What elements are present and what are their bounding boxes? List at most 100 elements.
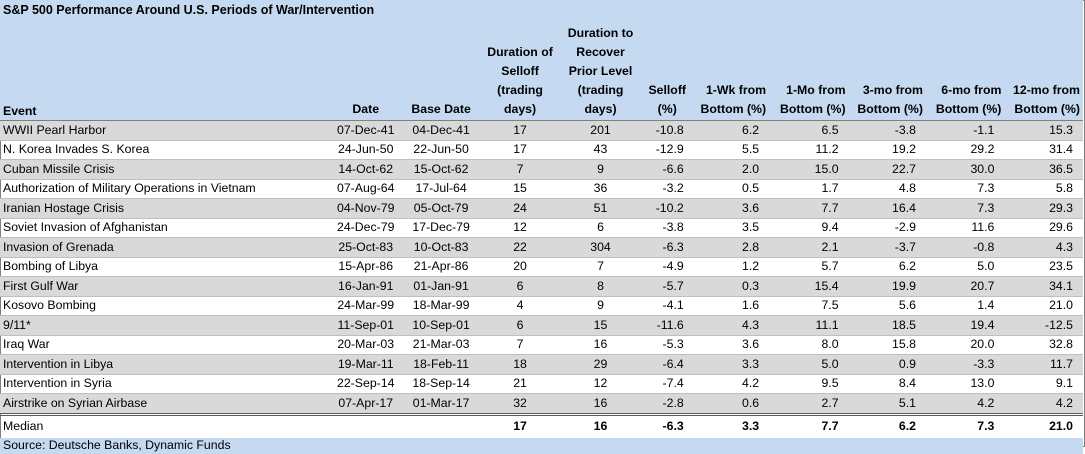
cell-6mo: 29.2 xyxy=(925,140,1005,160)
table-row: Cuban Missile Crisis 14-Oct-62 15-Oct-62 7 9… xyxy=(0,159,1083,180)
cell-duration-recover: 8 xyxy=(560,276,641,297)
cell-1wk: 6.2 xyxy=(693,120,770,141)
cell-event: N. Korea Invades S. Korea xyxy=(0,140,330,160)
cell-event: Iranian Hostage Crisis xyxy=(0,198,330,219)
cell-duration-recover: 29 xyxy=(560,354,641,375)
cell-6mo: 20.7 xyxy=(925,276,1005,297)
cell-1wk: 3.3 xyxy=(693,354,770,375)
cell-3mo: -3.7 xyxy=(848,237,926,258)
median-1wk: 3.3 xyxy=(693,412,770,438)
cell-event: 9/11* xyxy=(0,315,330,336)
cell-date: 07-Apr-17 xyxy=(329,393,403,415)
header-duration-selloff: Duration of Selloff (trading days) xyxy=(479,24,561,121)
cell-6mo: 1.4 xyxy=(925,296,1005,316)
table-row: First Gulf War 16-Jan-91 01-Jan-91 6 8 -5.7 0.… xyxy=(0,276,1083,297)
table-row: Bombing of Libya 15-Apr-86 21-Apr-86 20 7 -4.… xyxy=(0,257,1083,277)
cell-12mo: 4.3 xyxy=(1004,237,1083,258)
cell-base-date: 05-Oct-79 xyxy=(402,198,480,219)
cell-base-date: 10-Sep-01 xyxy=(402,315,480,336)
cell-base-date: 17-Jul-64 xyxy=(402,179,480,199)
cell-selloff: -10.8 xyxy=(640,120,694,141)
cell-12mo: -12.5 xyxy=(1004,315,1083,336)
cell-duration-selloff: 7 xyxy=(479,335,561,355)
cell-6mo: 4.2 xyxy=(925,393,1005,415)
cell-12mo: 29.3 xyxy=(1004,198,1083,219)
cell-1mo: 8.0 xyxy=(769,335,849,355)
cell-event: Kosovo Bombing xyxy=(0,296,330,316)
cell-duration-selloff: 18 xyxy=(479,354,561,375)
table-row: Iraq War 20-Mar-03 21-Mar-03 7 16 -5.3 3.6 8.0 1… xyxy=(0,335,1083,355)
cell-selloff: -6.6 xyxy=(640,159,694,180)
cell-event: Intervention in Libya xyxy=(0,354,330,375)
cell-selloff: -12.9 xyxy=(640,140,694,160)
median-label: Median xyxy=(0,412,330,438)
cell-duration-selloff: 21 xyxy=(479,374,561,394)
cell-1wk: 2.8 xyxy=(693,237,770,258)
header-1wk: 1-Wk from Bottom (%) xyxy=(693,24,770,121)
median-date-empty xyxy=(329,412,403,438)
cell-duration-recover: 16 xyxy=(560,335,641,355)
cell-3mo: 0.9 xyxy=(848,354,926,375)
cell-selloff: -5.7 xyxy=(640,276,694,297)
header-base-date: Base Date xyxy=(402,24,480,121)
header-selloff: Selloff (%) xyxy=(640,24,694,121)
cell-base-date: 15-Oct-62 xyxy=(402,159,480,180)
cell-event: Airstrike on Syrian Airbase xyxy=(0,393,330,415)
table-row: Soviet Invasion of Afghanistan 24-Dec-79 1… xyxy=(0,218,1083,238)
cell-base-date: 18-Feb-11 xyxy=(402,354,480,375)
cell-base-date: 01-Jan-91 xyxy=(402,276,480,297)
cell-duration-recover: 9 xyxy=(560,159,641,180)
cell-1mo: 11.1 xyxy=(769,315,849,336)
cell-base-date: 22-Jun-50 xyxy=(402,140,480,160)
header-date: Date xyxy=(329,24,403,121)
cell-6mo: 13.0 xyxy=(925,374,1005,394)
cell-1mo: 7.7 xyxy=(769,198,849,219)
cell-date: 24-Jun-50 xyxy=(329,140,403,160)
cell-3mo: 18.5 xyxy=(848,315,926,336)
cell-date: 16-Jan-91 xyxy=(329,276,403,297)
median-row: Median 17 16 -6.3 3.3 7.7 6.2 7.3 21.0 xyxy=(0,412,1083,438)
cell-3mo: 6.2 xyxy=(848,257,926,277)
cell-selloff: -10.2 xyxy=(640,198,694,219)
cell-1wk: 0.6 xyxy=(693,393,770,415)
cell-duration-selloff: 17 xyxy=(479,140,561,160)
median-1mo: 7.7 xyxy=(769,412,849,438)
cell-selloff: -11.6 xyxy=(640,315,694,336)
table-row: Authorization of Military Operations in … xyxy=(0,179,1083,199)
cell-1mo: 2.1 xyxy=(769,237,849,258)
cell-6mo: 7.3 xyxy=(925,179,1005,199)
table-title: S&P 500 Performance Around U.S. Periods … xyxy=(0,0,1083,24)
cell-duration-recover: 201 xyxy=(560,120,641,141)
cell-12mo: 9.1 xyxy=(1004,374,1083,394)
median-duration-recover: 16 xyxy=(560,412,641,438)
cell-3mo: 5.6 xyxy=(848,296,926,316)
cell-selloff: -5.3 xyxy=(640,335,694,355)
cell-12mo: 31.4 xyxy=(1004,140,1083,160)
cell-duration-selloff: 15 xyxy=(479,179,561,199)
cell-event: Bombing of Libya xyxy=(0,257,330,277)
cell-duration-selloff: 12 xyxy=(479,218,561,238)
cell-1mo: 1.7 xyxy=(769,179,849,199)
cell-base-date: 17-Dec-79 xyxy=(402,218,480,238)
cell-selloff: -6.3 xyxy=(640,237,694,258)
cell-event: First Gulf War xyxy=(0,276,330,297)
cell-selloff: -4.1 xyxy=(640,296,694,316)
cell-duration-selloff: 4 xyxy=(479,296,561,316)
cell-1mo: 9.4 xyxy=(769,218,849,238)
cell-date: 11-Sep-01 xyxy=(329,315,403,336)
table-row: 9/11* 11-Sep-01 10-Sep-01 6 15 -11.6 4.3 11.1 18… xyxy=(0,315,1083,336)
cell-duration-recover: 16 xyxy=(560,393,641,415)
cell-base-date: 18-Sep-14 xyxy=(402,374,480,394)
cell-selloff: -4.9 xyxy=(640,257,694,277)
cell-1mo: 15.0 xyxy=(769,159,849,180)
cell-1wk: 0.3 xyxy=(693,276,770,297)
cell-selloff: -2.8 xyxy=(640,393,694,415)
table-row: WWII Pearl Harbor 07-Dec-41 04-Dec-41 17 201… xyxy=(0,120,1083,141)
cell-date: 24-Dec-79 xyxy=(329,218,403,238)
cell-duration-selloff: 17 xyxy=(479,120,561,141)
cell-base-date: 01-Mar-17 xyxy=(402,393,480,415)
cell-1mo: 6.5 xyxy=(769,120,849,141)
cell-1wk: 3.5 xyxy=(693,218,770,238)
cell-3mo: 16.4 xyxy=(848,198,926,219)
cell-1mo: 2.7 xyxy=(769,393,849,415)
